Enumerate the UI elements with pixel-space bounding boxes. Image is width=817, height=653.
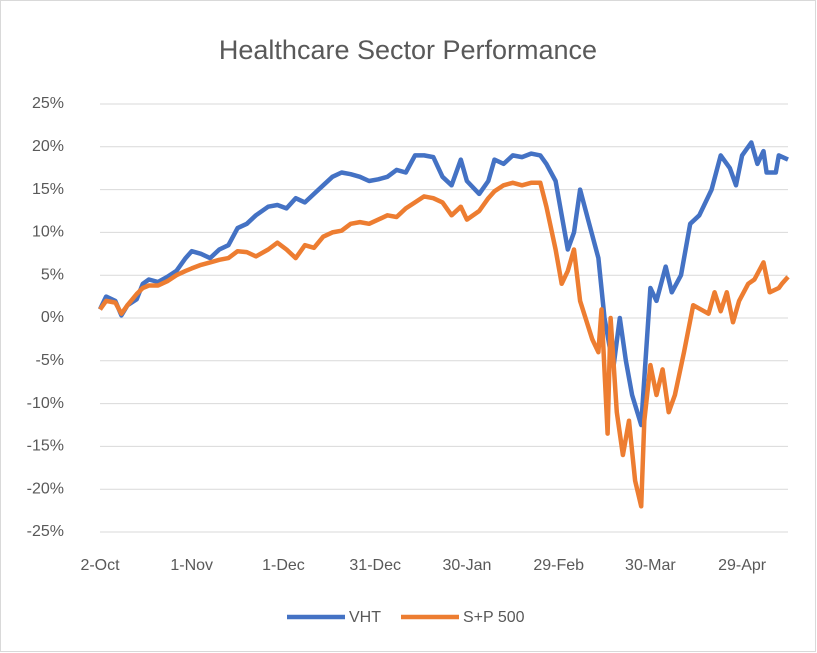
x-tick-label: 30-Mar <box>625 557 676 574</box>
y-tick-label: 0% <box>41 309 64 326</box>
legend-label: S+P 500 <box>463 609 525 626</box>
y-tick-label: 5% <box>41 266 64 283</box>
y-tick-label: 10% <box>32 224 64 241</box>
data-line <box>98 180 790 509</box>
y-tick-label: -10% <box>27 395 64 412</box>
x-tick-label: 31-Dec <box>349 557 401 574</box>
x-tick-label: 1-Dec <box>262 557 305 574</box>
y-tick-label: 20% <box>32 138 64 155</box>
y-tick-label: -5% <box>36 352 64 369</box>
y-tick-label: -25% <box>27 523 64 540</box>
chart-title: Healthcare Sector Performance <box>219 35 597 65</box>
x-tick-label: 30-Jan <box>442 557 491 574</box>
y-tick-label: -15% <box>27 438 64 455</box>
y-tick-label: 15% <box>32 181 64 198</box>
x-tick-label: 1-Nov <box>170 557 213 574</box>
x-tick-label: 29-Feb <box>533 557 584 574</box>
x-tick-label: 2-Oct <box>80 557 120 574</box>
data-line <box>97 140 789 428</box>
y-tick-label: -20% <box>27 480 64 497</box>
x-tick-label: 29-Apr <box>718 557 767 574</box>
legend-label: VHT <box>349 609 381 626</box>
y-tick-label: 25% <box>32 95 64 112</box>
